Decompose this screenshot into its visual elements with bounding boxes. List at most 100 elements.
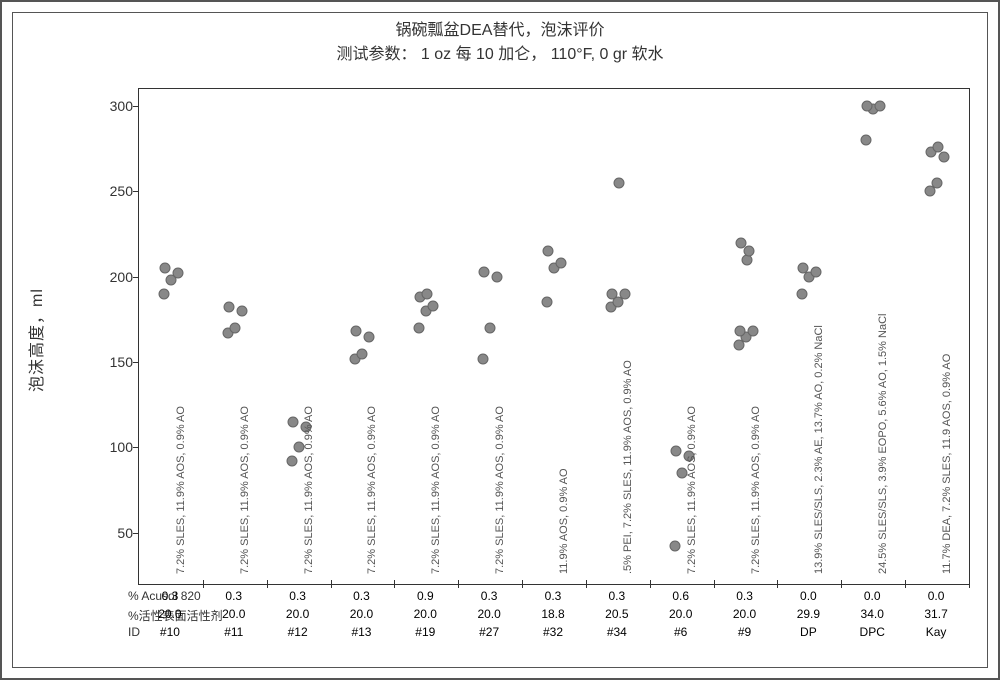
x-cell: DP <box>800 625 817 639</box>
x-cell: 0.3 <box>481 589 498 603</box>
category-divider <box>203 580 204 588</box>
category-label: 7.2% SLES, 11.9% AOS, 0.9% AO <box>494 406 506 574</box>
x-cell: 20.0 <box>669 607 692 621</box>
data-point <box>797 288 808 299</box>
x-cell: 0.3 <box>162 589 179 603</box>
data-point <box>798 263 809 274</box>
x-cell: #6 <box>674 625 687 639</box>
data-point <box>492 271 503 282</box>
x-cell: 0.0 <box>864 589 881 603</box>
x-cell: 0.3 <box>289 589 306 603</box>
category-divider <box>331 580 332 588</box>
data-point <box>478 353 489 364</box>
x-row-label: % Acusol 820 <box>128 589 138 603</box>
category-divider <box>905 580 906 588</box>
data-point <box>364 331 375 342</box>
data-point <box>735 237 746 248</box>
x-cell: 0.0 <box>800 589 817 603</box>
category-divider <box>714 580 715 588</box>
x-cell: 20.0 <box>350 607 373 621</box>
x-row-label: ID <box>128 625 138 639</box>
category-label: 7.2% SLES, 11.9% AOS, 0.9% AO <box>750 406 762 574</box>
data-point <box>932 177 943 188</box>
x-cell: 0.0 <box>928 589 945 603</box>
title-block: 锅碗瓢盆DEA替代，泡沫评价 测试参数： 1 oz 每 10 加仑， 110°F… <box>13 13 987 67</box>
x-cell: #11 <box>224 625 243 639</box>
category-label: 7.2% SLES, 11.9% AOS, 0.9% AO <box>686 406 698 574</box>
x-cell: #27 <box>479 625 499 639</box>
data-point <box>619 288 630 299</box>
category-label: 7.2% SLES, 11.9% AOS, 0.9% AO <box>175 406 187 574</box>
data-point <box>670 445 681 456</box>
x-cell: 0.9 <box>417 589 434 603</box>
y-tick-mark <box>133 447 139 448</box>
y-tick-mark <box>133 106 139 107</box>
data-point <box>933 142 944 153</box>
x-cell: #9 <box>738 625 751 639</box>
category-label: 7.2% SLES, 11.9% AOS, 0.9% AO <box>239 406 251 574</box>
data-point <box>811 266 822 277</box>
y-tick-mark <box>133 533 139 534</box>
category-divider <box>841 580 842 588</box>
scatter-plot-area: 501001502002503007.2% SLES, 11.9% AOS, 0… <box>138 88 970 585</box>
category-label: 11.7% DEA, 7.2% SLES, 11.9 AOS, 0.9% AO <box>941 354 953 574</box>
data-point <box>428 300 439 311</box>
category-label: .5% PEI, 7.2% SLES, 11.9% AOS, 0.9% AO <box>622 360 634 574</box>
x-cell: 20.0 <box>158 607 181 621</box>
x-cell: 0.3 <box>545 589 562 603</box>
y-tick-mark <box>133 362 139 363</box>
x-cell: 20.0 <box>733 607 756 621</box>
y-axis-label: 泡沫高度，ml <box>23 288 47 392</box>
data-point <box>669 541 680 552</box>
x-cell: #12 <box>288 625 308 639</box>
data-point <box>286 456 297 467</box>
x-cell: Kay <box>926 625 947 639</box>
x-cell: #19 <box>415 625 435 639</box>
data-point <box>357 348 368 359</box>
data-point <box>236 305 247 316</box>
data-point <box>422 288 433 299</box>
data-point <box>414 322 425 333</box>
category-label: 7.2% SLES, 11.9% AOS, 0.9% AO <box>430 406 442 574</box>
title-line-2: 测试参数： 1 oz 每 10 加仑， 110°F, 0 gr 软水 <box>13 43 987 67</box>
chart-outer-frame: 锅碗瓢盆DEA替代，泡沫评价 测试参数： 1 oz 每 10 加仑， 110°F… <box>0 0 1000 680</box>
x-cell: 34.0 <box>861 607 884 621</box>
x-cell: 18.8 <box>541 607 564 621</box>
data-point <box>223 302 234 313</box>
x-cell: 0.3 <box>353 589 370 603</box>
data-point <box>229 322 240 333</box>
data-point <box>479 266 490 277</box>
data-point <box>606 288 617 299</box>
category-divider <box>522 580 523 588</box>
category-label: 13.9% SLES/SLS, 2.3% AE, 13.7% AO, 0.2% … <box>813 325 825 574</box>
x-cell: #13 <box>351 625 371 639</box>
x-cell: 0.3 <box>736 589 753 603</box>
x-cell: 0.6 <box>672 589 689 603</box>
x-cell: 0.3 <box>609 589 626 603</box>
x-cell: 20.0 <box>286 607 309 621</box>
data-point <box>734 326 745 337</box>
category-label: 7.2% SLES, 11.9% AOS, 0.9% AO <box>366 406 378 574</box>
x-cell: 31.7 <box>924 607 947 621</box>
x-cell: DPC <box>860 625 885 639</box>
x-cell: 0.3 <box>225 589 242 603</box>
x-cell: 20.0 <box>222 607 245 621</box>
y-tick-mark <box>133 191 139 192</box>
data-point <box>158 288 169 299</box>
data-point <box>743 246 754 257</box>
category-divider <box>394 580 395 588</box>
data-point <box>862 101 873 112</box>
y-tick-mark <box>133 277 139 278</box>
category-label: 24.5% SLES/SLS, 3.9% EOPO, 5.6% AO, 1.5%… <box>877 314 889 574</box>
data-point <box>747 326 758 337</box>
x-cell: 20.0 <box>414 607 437 621</box>
chart-inner-frame: 锅碗瓢盆DEA替代，泡沫评价 测试参数： 1 oz 每 10 加仑， 110°F… <box>12 12 988 668</box>
category-divider <box>969 580 970 588</box>
data-point <box>159 263 170 274</box>
category-label: 11.9% AOS, 0.9% AO <box>558 468 570 574</box>
x-cell: #32 <box>543 625 563 639</box>
data-point <box>172 268 183 279</box>
data-point <box>485 322 496 333</box>
category-divider <box>458 580 459 588</box>
category-divider <box>267 580 268 588</box>
